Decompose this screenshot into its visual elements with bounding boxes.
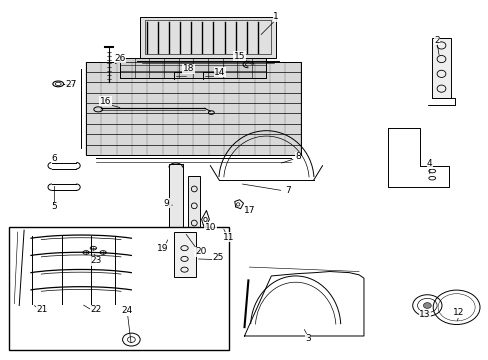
Text: 26: 26 — [114, 54, 125, 63]
Text: 24: 24 — [122, 306, 133, 315]
Bar — [86, 62, 300, 155]
Bar — [120, 58, 266, 78]
Text: 13: 13 — [418, 310, 430, 319]
Bar — [144, 21, 271, 54]
Text: 16: 16 — [100, 96, 111, 105]
Text: 22: 22 — [90, 305, 101, 314]
Text: 3: 3 — [305, 334, 310, 343]
Text: 8: 8 — [295, 152, 301, 161]
Text: 25: 25 — [212, 253, 223, 262]
Text: 7: 7 — [285, 186, 291, 195]
Text: 17: 17 — [243, 206, 255, 215]
Text: 15: 15 — [233, 52, 245, 61]
Text: 27: 27 — [65, 81, 77, 90]
Text: 10: 10 — [204, 223, 216, 232]
Text: 9: 9 — [163, 199, 169, 208]
Bar — [168, 164, 182, 241]
Text: 23: 23 — [90, 256, 101, 265]
Circle shape — [423, 303, 430, 309]
Text: 6: 6 — [51, 154, 57, 163]
Text: 12: 12 — [452, 308, 464, 317]
Text: 5: 5 — [51, 202, 57, 211]
Polygon shape — [244, 271, 363, 336]
Text: 19: 19 — [157, 244, 168, 253]
Text: 20: 20 — [195, 247, 206, 256]
Text: 18: 18 — [183, 64, 194, 73]
Bar — [431, 39, 450, 98]
Text: 2: 2 — [433, 36, 439, 45]
Text: 11: 11 — [223, 233, 234, 242]
Bar — [173, 232, 195, 277]
Bar — [140, 17, 276, 58]
Text: 1: 1 — [273, 12, 279, 21]
Bar — [9, 226, 228, 350]
Text: 4: 4 — [426, 159, 432, 168]
Bar — [188, 176, 200, 235]
Text: 14: 14 — [214, 68, 225, 77]
Text: 21: 21 — [37, 305, 48, 314]
